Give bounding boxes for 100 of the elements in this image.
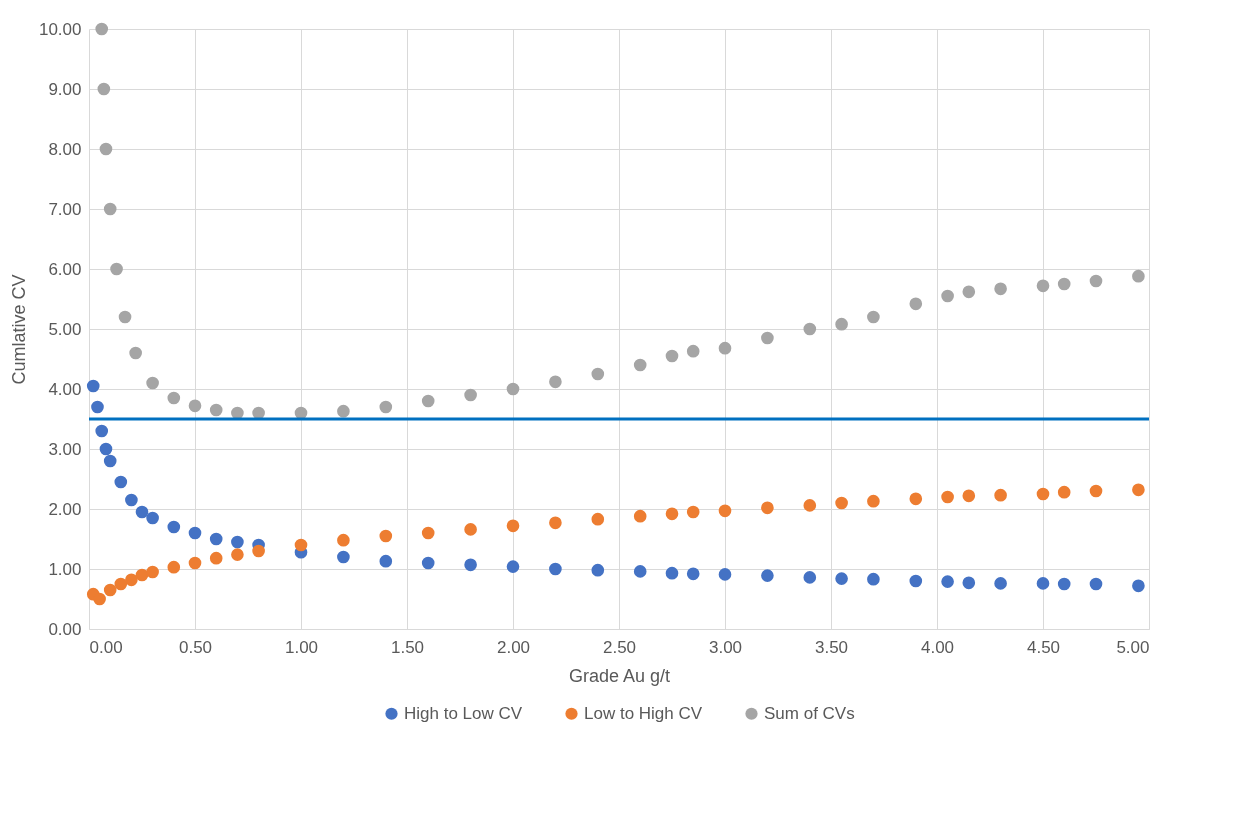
point [867, 310, 880, 324]
point [421, 394, 435, 408]
point [1089, 484, 1103, 498]
point [209, 551, 223, 565]
point [125, 573, 138, 587]
point [994, 577, 1007, 590]
point [994, 488, 1007, 502]
point [110, 262, 123, 276]
point [941, 490, 954, 504]
x-tick-label: 4.50 [1026, 637, 1061, 657]
point [337, 404, 350, 418]
y-tick-label: 9.00 [48, 79, 82, 99]
point [118, 310, 132, 324]
point [686, 567, 700, 581]
point [803, 322, 817, 336]
point [252, 406, 265, 420]
point [135, 568, 149, 582]
point [549, 375, 562, 389]
point [633, 509, 647, 523]
y-tick-label: 8.00 [48, 139, 82, 159]
point [962, 576, 976, 590]
point [1132, 483, 1145, 497]
point [962, 285, 976, 299]
point [95, 22, 109, 36]
point [294, 406, 308, 420]
point [835, 496, 848, 510]
point [99, 442, 113, 456]
point [803, 499, 817, 512]
point [167, 520, 181, 534]
point [665, 507, 679, 521]
point [464, 388, 477, 402]
point [591, 563, 605, 577]
point [114, 475, 128, 489]
y-tick-label: 2.00 [48, 499, 82, 519]
x-tick-label: 0.50 [178, 637, 213, 657]
point [103, 454, 117, 468]
x-tick-label: 1.50 [390, 637, 425, 657]
point [1089, 577, 1103, 591]
point [114, 577, 128, 591]
y-tick-label: 10.00 [38, 19, 82, 39]
point [761, 501, 774, 515]
x-tick-label: 5.00 [1116, 637, 1150, 657]
point [464, 558, 477, 572]
point [337, 550, 350, 564]
y-tick-label: 5.00 [48, 319, 82, 339]
point [379, 529, 393, 543]
point [1036, 487, 1050, 501]
x-axis-title: Grade Au g/t [568, 665, 671, 686]
point [867, 494, 880, 508]
point [909, 297, 923, 311]
point [103, 202, 117, 216]
point [633, 565, 647, 578]
point [294, 538, 308, 552]
point [761, 569, 774, 582]
point [1057, 577, 1071, 591]
point [379, 400, 393, 414]
point [97, 82, 111, 96]
point [506, 560, 520, 573]
point [994, 282, 1007, 296]
x-tick-label: 0.00 [89, 637, 123, 657]
y-tick-label: 6.00 [48, 259, 82, 279]
point [146, 376, 159, 390]
point [1057, 485, 1071, 499]
y-tick-label: 7.00 [48, 199, 82, 219]
y-tick-label: 3.00 [48, 439, 82, 459]
point [188, 399, 202, 413]
x-tick-label: 2.00 [496, 637, 531, 657]
point [718, 504, 732, 518]
y-tick-label: 4.00 [48, 379, 82, 399]
point [633, 358, 647, 372]
x-tick-label: 4.00 [920, 637, 955, 657]
point [549, 516, 562, 530]
point [718, 568, 732, 581]
point [146, 565, 159, 579]
point [91, 400, 104, 414]
y-tick-label: 1.00 [48, 559, 82, 579]
point [549, 562, 562, 576]
point [99, 142, 113, 156]
point [135, 505, 149, 519]
point [962, 489, 976, 503]
point [209, 403, 223, 417]
y-axis-title: Cumlative CV [8, 274, 29, 385]
point [941, 289, 954, 303]
point [167, 560, 181, 574]
x-tick-label: 2.50 [602, 637, 637, 657]
point [421, 526, 435, 540]
point [95, 424, 109, 438]
legend-label: Sum of CVs [764, 703, 855, 723]
point [231, 548, 244, 561]
point [1089, 274, 1103, 288]
point [252, 544, 265, 558]
point [93, 592, 106, 606]
legend-label: High to Low CV [404, 703, 523, 723]
legend-label: Low to High CV [584, 703, 703, 723]
point [125, 493, 138, 507]
point [591, 367, 605, 381]
point [337, 533, 350, 547]
point [129, 346, 142, 360]
point [909, 492, 923, 506]
point [103, 583, 117, 597]
